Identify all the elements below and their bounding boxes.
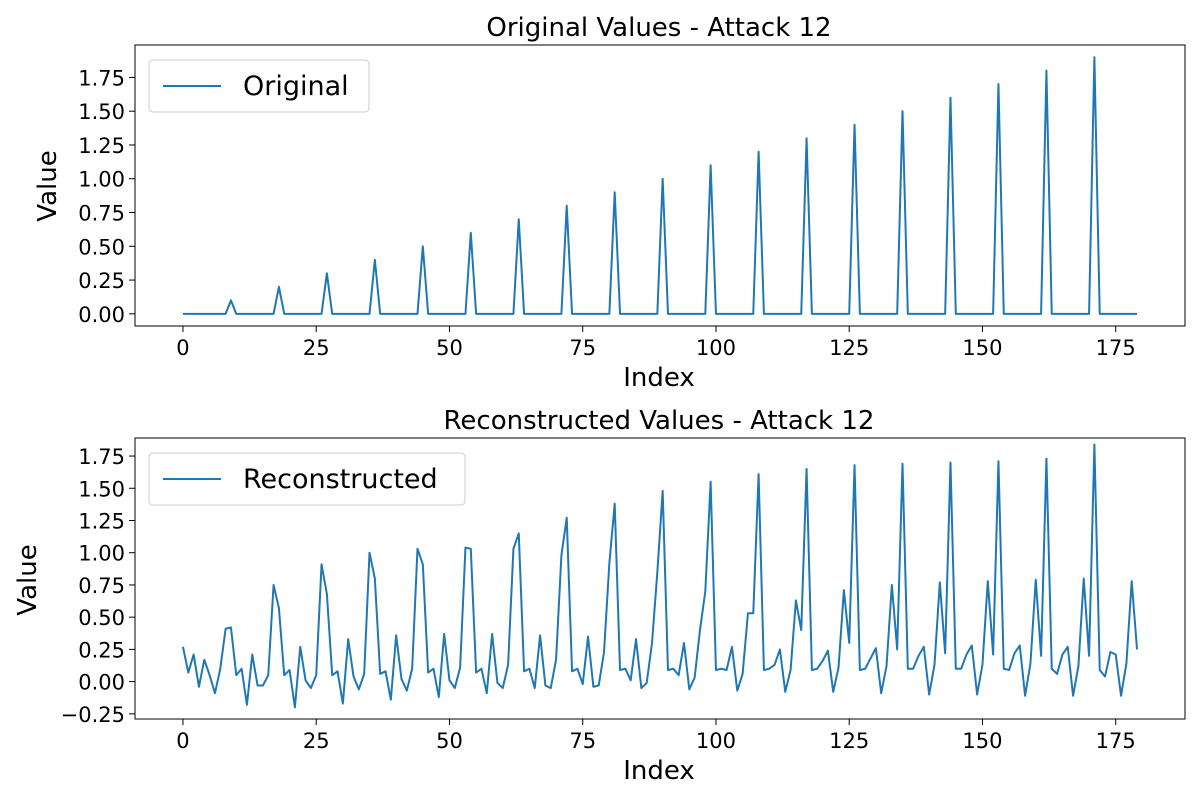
- x-tick-label: 125: [829, 729, 869, 753]
- legend-box: [148, 452, 466, 506]
- x-tick-label: 75: [569, 729, 596, 753]
- y-tick-label: 1.50: [78, 477, 125, 501]
- x-tick-label: 25: [303, 729, 330, 753]
- y-tick-label: 0.25: [78, 638, 125, 662]
- y-tick-label: 0.25: [78, 269, 125, 293]
- y-tick-label: 1.00: [78, 542, 125, 566]
- y-tick-label: 1.75: [78, 445, 125, 469]
- x-tick-label: 0: [176, 729, 189, 753]
- plot-frame: [134, 44, 1186, 327]
- y-tick-label: 0.00: [78, 303, 125, 327]
- y-tick-label: 0.00: [78, 671, 125, 695]
- y-axis-label: Value: [13, 544, 43, 615]
- y-tick-label: −0.25: [61, 703, 125, 727]
- y-axis-label: Value: [33, 150, 63, 221]
- y-tick-label: 1.50: [78, 100, 125, 124]
- x-tick-label: 100: [696, 336, 736, 360]
- x-tick-label: 50: [436, 336, 463, 360]
- series-line: [181, 443, 1139, 709]
- legend-label: Original: [243, 71, 349, 102]
- x-tick-label: 100: [696, 729, 736, 753]
- x-tick-label: 75: [569, 336, 596, 360]
- x-axis-label: Index: [623, 363, 695, 393]
- series-line: [182, 56, 1138, 315]
- plot-frame: [134, 437, 1186, 720]
- chart-title: Reconstructed Values - Attack 12: [444, 406, 875, 436]
- x-tick-label: 150: [962, 729, 1002, 753]
- x-axis-label: Index: [623, 756, 695, 786]
- y-tick-label: 0.75: [78, 574, 125, 598]
- chart-title: Original Values - Attack 12: [486, 13, 831, 43]
- y-tick-label: 1.75: [78, 66, 125, 90]
- y-tick-label: 0.50: [78, 235, 125, 259]
- y-tick-label: 1.00: [78, 168, 125, 192]
- x-tick-label: 25: [303, 336, 330, 360]
- original-values-chart: Original Values - Attack 12 Index Value …: [33, 13, 1186, 393]
- y-tick-label: 1.25: [78, 134, 125, 158]
- x-tick-label: 50: [436, 729, 463, 753]
- x-tick-label: 125: [829, 336, 869, 360]
- legend-label: Reconstructed: [243, 464, 438, 495]
- reconstructed-values-chart: Reconstructed Values - Attack 12 Index V…: [13, 406, 1186, 786]
- x-tick-label: 150: [962, 336, 1002, 360]
- x-tick-label: 175: [1096, 336, 1136, 360]
- y-tick-label: 0.75: [78, 202, 125, 226]
- x-tick-label: 0: [176, 336, 189, 360]
- y-tick-label: 1.25: [78, 509, 125, 533]
- y-tick-label: 0.50: [78, 606, 125, 630]
- legend-box: [148, 59, 370, 113]
- x-tick-label: 175: [1096, 729, 1136, 753]
